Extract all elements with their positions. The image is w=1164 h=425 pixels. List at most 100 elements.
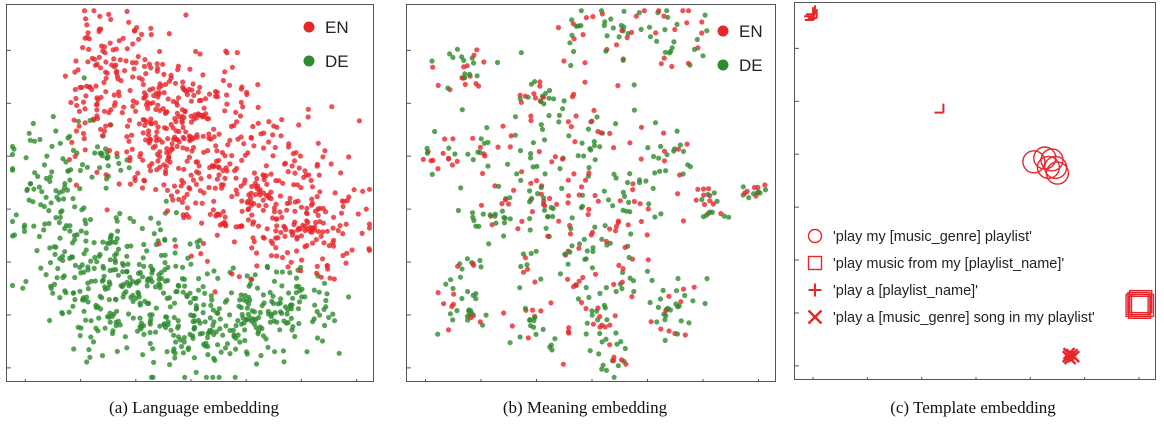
point-en	[272, 144, 278, 151]
point-en	[366, 246, 372, 252]
point-de	[321, 280, 328, 286]
point-en	[462, 81, 468, 87]
point-de	[671, 39, 677, 45]
point-de	[596, 351, 602, 357]
point-en	[161, 71, 167, 77]
point-en	[184, 205, 190, 211]
point-de	[49, 169, 55, 175]
point-en	[174, 143, 180, 149]
point-en	[707, 198, 713, 204]
point-en	[583, 15, 589, 21]
point-en	[266, 119, 272, 125]
point-en	[331, 237, 337, 243]
point-en	[565, 329, 571, 335]
point-en	[590, 321, 596, 327]
point-de	[117, 210, 123, 217]
point-de	[86, 347, 92, 353]
point-de	[275, 301, 281, 307]
point-de	[583, 256, 589, 262]
point-de	[99, 353, 106, 359]
point-de	[647, 299, 653, 306]
point-en	[710, 201, 716, 207]
point-de	[527, 155, 534, 161]
point-en	[155, 158, 161, 164]
point-de	[21, 228, 28, 235]
point-de	[658, 211, 664, 217]
point-de	[124, 253, 130, 259]
point-de	[546, 95, 552, 101]
point-en	[309, 184, 316, 190]
point-en	[355, 211, 361, 217]
point-en	[103, 69, 109, 75]
point-en	[578, 184, 585, 190]
panel-template-embedding: 'play my [music_genre] playlist' 'play mu…	[784, 0, 1162, 425]
point-de	[218, 349, 224, 355]
point-en	[94, 107, 100, 113]
point-de	[597, 290, 603, 296]
point-de	[277, 309, 284, 315]
point-en	[116, 38, 122, 44]
point-de	[545, 214, 551, 220]
panel-language-embedding: EN DE (a) Language embedding	[0, 0, 388, 425]
point-de	[158, 269, 164, 276]
legend-label-de: DE	[739, 56, 763, 75]
point-de	[23, 155, 29, 161]
point-de	[271, 318, 277, 324]
point-en	[174, 102, 180, 108]
point-en	[592, 271, 599, 277]
point-de	[175, 323, 182, 329]
point-de	[590, 245, 596, 251]
point-de	[20, 285, 26, 291]
point-de	[547, 87, 553, 94]
point-en	[280, 180, 286, 186]
point-en	[542, 203, 548, 209]
point-en	[292, 208, 298, 214]
point-en	[326, 243, 332, 249]
point-en	[537, 83, 543, 89]
point-square	[1127, 295, 1152, 319]
point-de	[200, 284, 206, 290]
point-de	[222, 345, 229, 351]
point-en	[212, 185, 218, 191]
point-en	[315, 212, 321, 218]
point-de	[252, 272, 258, 278]
point-de	[270, 300, 277, 307]
point-circle	[1022, 150, 1046, 174]
point-de	[81, 75, 87, 81]
point-de	[603, 367, 610, 373]
point-de	[100, 277, 106, 283]
point-en	[260, 197, 266, 203]
point-de	[83, 238, 89, 244]
point-de	[47, 245, 53, 251]
point-en	[233, 175, 239, 181]
points-layer	[420, 8, 769, 380]
point-en	[318, 233, 324, 239]
point-de	[103, 146, 109, 152]
point-de	[77, 264, 83, 270]
point-de	[157, 227, 164, 233]
point-de	[194, 239, 200, 245]
point-de	[447, 311, 453, 317]
point-de	[459, 266, 465, 272]
point-en	[582, 60, 588, 66]
point-en	[248, 135, 254, 141]
point-de	[11, 232, 18, 238]
point-en	[103, 172, 109, 178]
legend-label-circle: 'play my [music_genre] playlist'	[833, 229, 1032, 245]
point-en	[216, 131, 222, 137]
point-en	[196, 163, 202, 169]
point-en	[146, 61, 152, 67]
point-de	[77, 333, 83, 339]
point-en	[163, 163, 169, 170]
point-en	[430, 64, 436, 70]
point-en	[239, 198, 245, 204]
point-de	[173, 210, 179, 216]
point-de	[112, 259, 118, 265]
point-en	[220, 77, 226, 84]
point-en	[525, 266, 531, 272]
point-en	[540, 94, 547, 100]
point-en	[580, 32, 586, 38]
point-en	[290, 151, 296, 157]
point-en	[136, 36, 142, 42]
point-en	[148, 116, 154, 122]
